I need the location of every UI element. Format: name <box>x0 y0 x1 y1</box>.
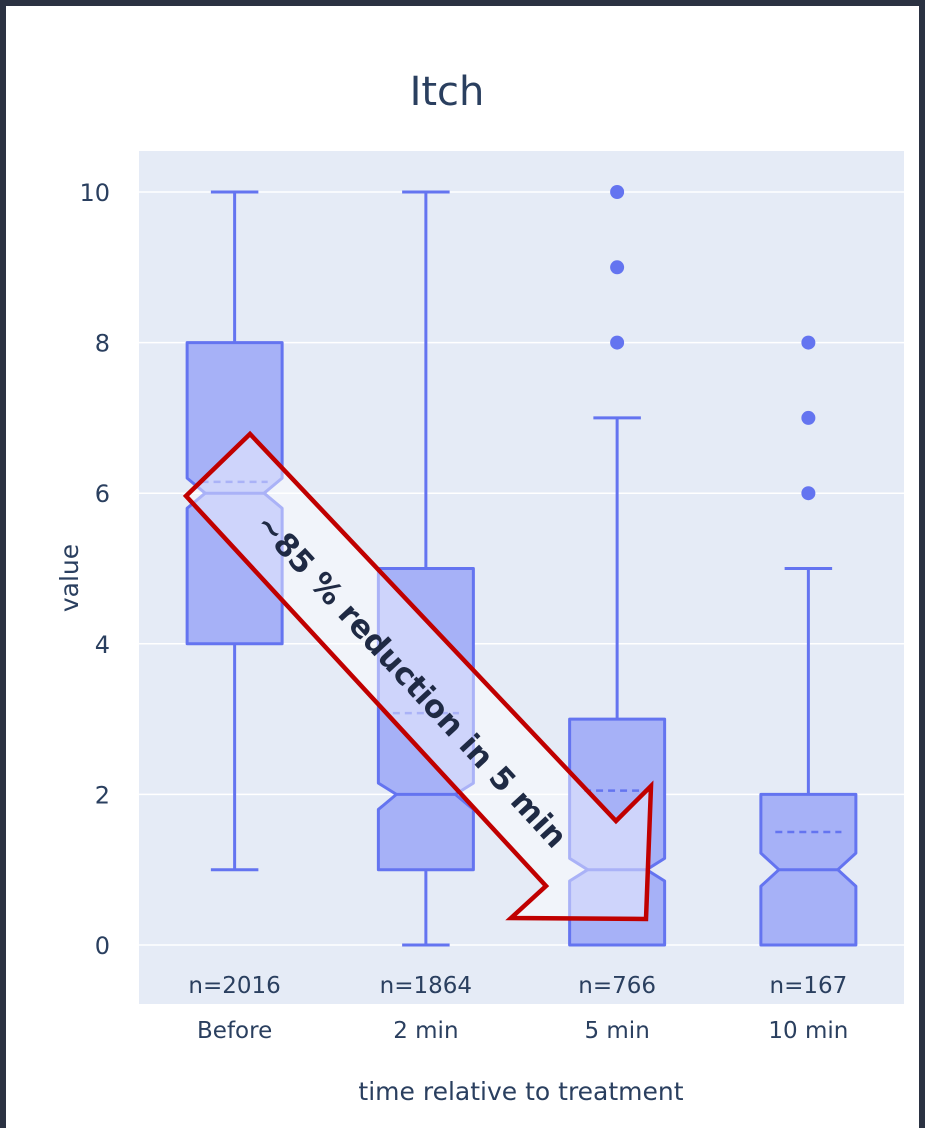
y-tick-labels: 0 2 4 6 8 10 <box>79 179 110 960</box>
x-tick-0: Before <box>197 1018 272 1044</box>
outlier-point <box>801 486 816 501</box>
count-label: n=766 <box>578 973 656 999</box>
y-tick-0: 0 <box>95 932 110 960</box>
chart-title: Itch <box>410 69 485 115</box>
box-body <box>568 717 667 947</box>
annotation-arrow <box>182 430 654 922</box>
box-before <box>185 190 284 872</box>
box-10-min <box>759 335 858 947</box>
y-tick-4: 4 <box>95 631 110 659</box>
y-tick-6: 6 <box>95 480 110 508</box>
outlier-point <box>801 335 816 350</box>
count-label: n=167 <box>770 973 848 999</box>
outlier-point <box>801 410 816 425</box>
y-tick-10: 10 <box>79 179 110 207</box>
x-axis-label: time relative to treatment <box>358 1077 683 1106</box>
count-labels: n=2016 n=1864 n=766 n=167 <box>188 973 847 999</box>
outlier-point <box>610 335 625 350</box>
x-tick-2: 5 min <box>584 1018 649 1044</box>
count-label: n=1864 <box>380 973 472 999</box>
box-5-min <box>568 185 667 947</box>
outlier-point <box>610 260 625 275</box>
y-tick-8: 8 <box>95 330 110 358</box>
x-tick-1: 2 min <box>393 1018 458 1044</box>
outlier-point <box>610 185 625 199</box>
box-plot-chart: 0 2 4 6 8 10 n=2016 n=1864 n=766 n=167 Before 2 m… <box>55 69 904 1106</box>
x-tick-labels: Before 2 min 5 min 10 min <box>197 1018 848 1044</box>
x-tick-3: 10 min <box>768 1018 848 1044</box>
count-label: n=2016 <box>188 973 280 999</box>
y-axis-label: value <box>55 544 84 612</box>
y-tick-2: 2 <box>95 781 110 809</box>
